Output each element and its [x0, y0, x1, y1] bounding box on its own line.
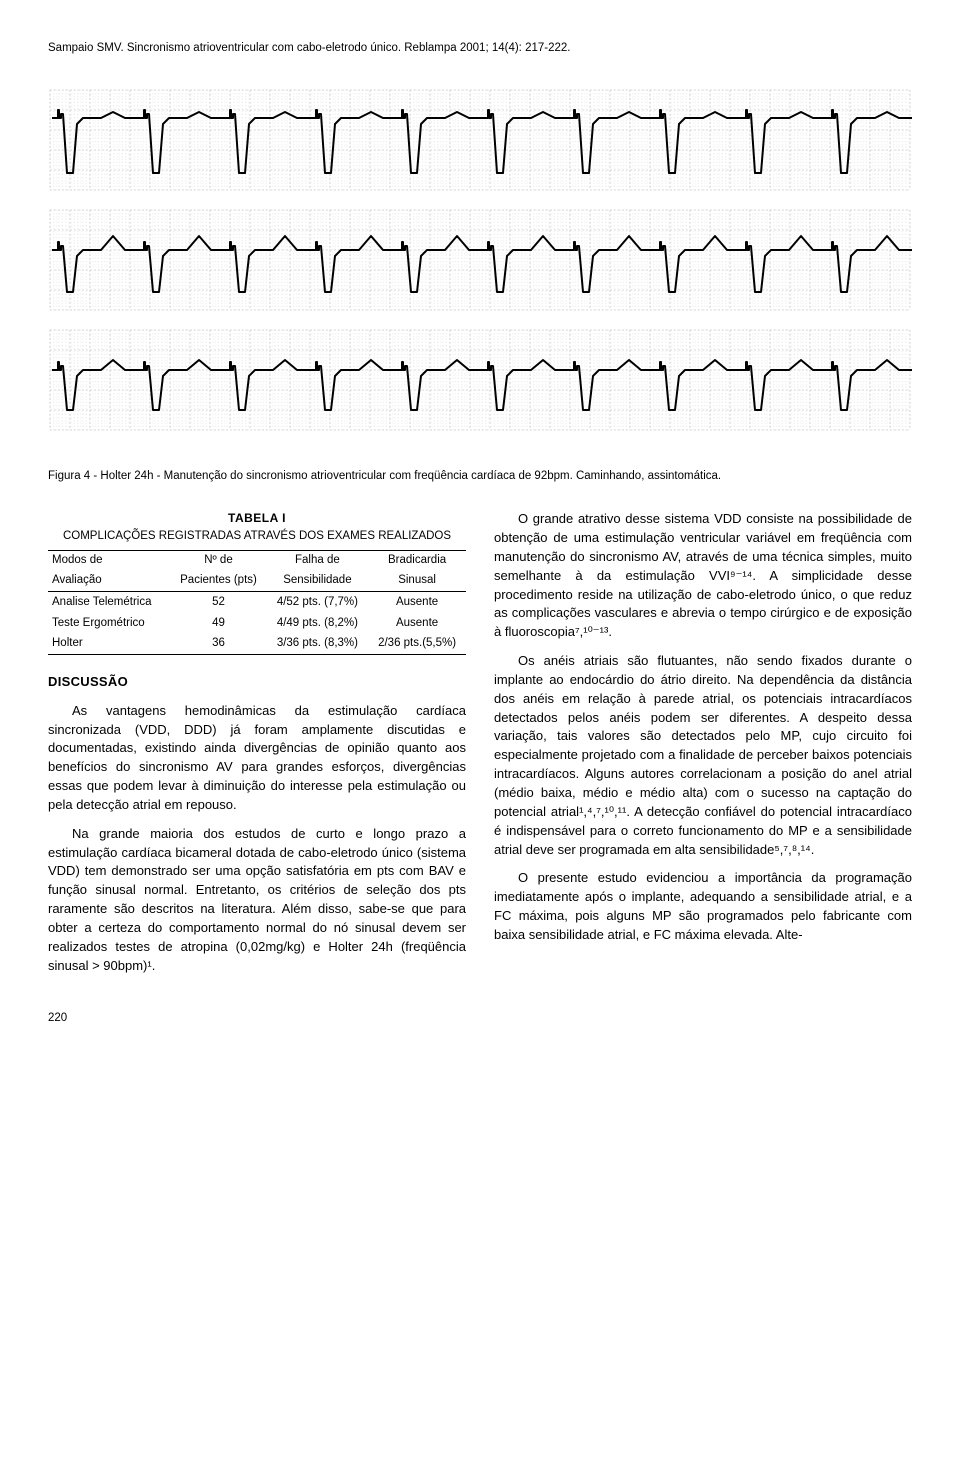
table-header: Modos de: [48, 551, 170, 571]
table-title-1: TABELA I: [48, 510, 466, 527]
right-column: O grande atrativo desse sistema VDD cons…: [494, 510, 912, 985]
table-cell: 36: [170, 633, 266, 654]
table-cell: 52: [170, 591, 266, 612]
table-header: Falha de: [267, 551, 368, 571]
table-title-2: COMPLICAÇÕES REGISTRADAS ATRAVÉS DOS EXA…: [48, 528, 466, 545]
body-paragraph: O presente estudo evidenciou a importânc…: [494, 869, 912, 944]
table-header: Bradicardia: [368, 551, 466, 571]
left-column: TABELA I COMPLICAÇÕES REGISTRADAS ATRAVÉ…: [48, 510, 466, 985]
two-column-layout: TABELA I COMPLICAÇÕES REGISTRADAS ATRAVÉ…: [48, 510, 912, 985]
table-cell: 49: [170, 613, 266, 634]
page-number: 220: [48, 1010, 912, 1026]
running-head: Sampaio SMV. Sincronismo atrioventricula…: [48, 40, 912, 56]
table-cell: Analise Telemétrica: [48, 591, 170, 612]
figure-caption: Figura 4 - Holter 24h - Manutenção do si…: [48, 468, 912, 484]
section-heading-discussion: DISCUSSÃO: [48, 673, 466, 692]
table-cell: Ausente: [368, 613, 466, 634]
table-cell: Ausente: [368, 591, 466, 612]
table-cell: 2/36 pts.(5,5%): [368, 633, 466, 654]
body-paragraph: O grande atrativo desse sistema VDD cons…: [494, 510, 912, 642]
body-paragraph: Os anéis atriais são flutuantes, não sen…: [494, 652, 912, 859]
table-row: Analise Telemétrica524/52 pts. (7,7%)Aus…: [48, 591, 466, 612]
table-cell: Teste Ergométrico: [48, 613, 170, 634]
table-1: TABELA I COMPLICAÇÕES REGISTRADAS ATRAVÉ…: [48, 510, 466, 655]
table-cell: 3/36 pts. (8,3%): [267, 633, 368, 654]
table-header: Sinusal: [368, 571, 466, 591]
ecg-trace-svg: [48, 80, 912, 460]
table-header: Avaliação: [48, 571, 170, 591]
table-cell: 4/49 pts. (8,2%): [267, 613, 368, 634]
table-header: Pacientes (pts): [170, 571, 266, 591]
body-paragraph: Na grande maioria dos estudos de curto e…: [48, 825, 466, 976]
table-cell: Holter: [48, 633, 170, 654]
table-row: Holter363/36 pts. (8,3%)2/36 pts.(5,5%): [48, 633, 466, 654]
table-header: Sensibilidade: [267, 571, 368, 591]
ecg-figure: [48, 80, 912, 460]
complications-table: Modos deNº deFalha deBradicardia Avaliaç…: [48, 550, 466, 655]
table-cell: 4/52 pts. (7,7%): [267, 591, 368, 612]
table-header: Nº de: [170, 551, 266, 571]
body-paragraph: As vantagens hemodinâmicas da estimulaçã…: [48, 702, 466, 815]
table-row: Teste Ergométrico494/49 pts. (8,2%)Ausen…: [48, 613, 466, 634]
